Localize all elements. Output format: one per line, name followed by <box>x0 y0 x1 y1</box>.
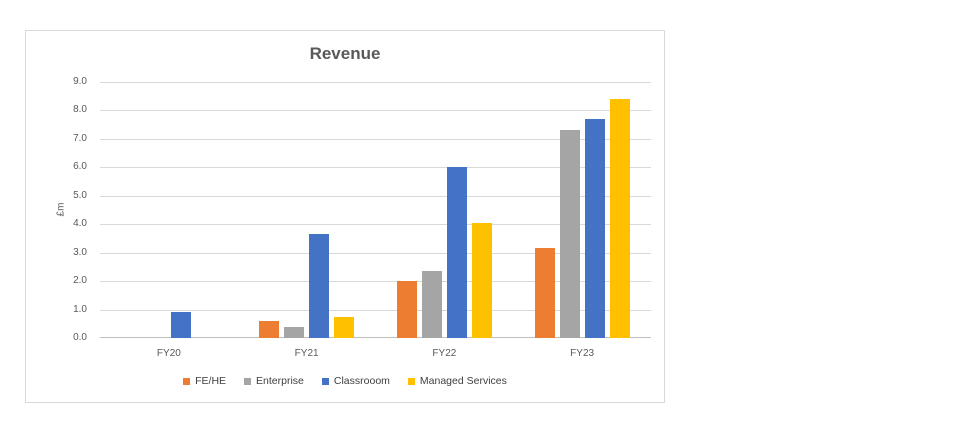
y-tick-label-6.0: 6.0 <box>73 161 87 173</box>
bar-FY22-enterprise <box>421 271 442 338</box>
legend-swatch-icon <box>244 377 252 385</box>
x-axis-line <box>100 337 651 338</box>
x-axis-label-FY20: FY20 <box>156 348 181 359</box>
revenue-chart: Revenue £m 0.0 1.0 2.0 3.0 4.0 5.0 6.0 7.0 8.0 9.… <box>25 30 665 403</box>
x-axis-label-FY22: FY22 <box>432 348 457 359</box>
legend-item-enterprise: Enterprise <box>244 375 304 387</box>
y-tick-label-7.0: 7.0 <box>73 132 87 144</box>
bar-FY23-classrooom <box>584 118 605 338</box>
gridline-1.0 <box>100 309 651 311</box>
legend-label: FE/HE <box>195 375 227 387</box>
gridline-2.0 <box>100 281 651 283</box>
x-axis-labels: FY20 FY21 FY22 FY23 <box>100 348 651 359</box>
bar-FY20-classrooom <box>171 312 192 338</box>
legend-swatch-icon <box>183 377 191 385</box>
bar-FY23-managed-services <box>609 99 630 338</box>
y-axis-title: £m <box>53 81 69 337</box>
y-tick-label-3.0: 3.0 <box>73 246 87 258</box>
bar-group-FY22 <box>376 82 514 338</box>
x-axis-label-FY21: FY21 <box>294 348 319 359</box>
bar-FY22-managed-services <box>471 222 492 338</box>
gridline-7.0 <box>100 138 651 140</box>
bar-FY21-classrooom <box>309 234 330 338</box>
y-axis-title-text: £m <box>55 202 67 216</box>
legend-item-classrooom: Classrooom <box>321 375 390 387</box>
legend-item-managed-services: Managed Services <box>407 375 507 387</box>
y-tick-label-4.0: 4.0 <box>73 218 87 230</box>
y-tick-label-9.0: 9.0 <box>73 76 87 87</box>
chart-title: Revenue <box>309 44 381 63</box>
y-tick-label-2.0: 2.0 <box>73 275 87 287</box>
bar-group-FY21 <box>238 82 376 338</box>
legend-swatch-icon <box>321 377 329 385</box>
bar-FY21-enterprise <box>284 326 305 338</box>
bar-FY21-managed-services <box>334 316 355 338</box>
legend-swatch-icon <box>407 377 415 385</box>
gridline-3.0 <box>100 252 651 254</box>
gridline-5.0 <box>100 195 651 197</box>
bar-FY23-fe-he <box>534 248 555 338</box>
gridline-9.0 <box>100 82 651 83</box>
legend-label: Classrooom <box>333 375 390 387</box>
bar-FY23-enterprise <box>559 130 580 338</box>
legend-item-fe-he: FE/HE <box>183 375 226 387</box>
bar-FY22-classrooom <box>446 167 467 338</box>
bar-group-FY20 <box>100 82 238 338</box>
x-axis-label-FY23: FY23 <box>570 348 595 359</box>
y-tick-label-1.0: 1.0 <box>73 303 87 315</box>
plot-area <box>100 82 651 338</box>
chart-legend: FE/HE Enterprise Classrooom Managed Service… <box>26 375 664 387</box>
bar-FY22-fe-he <box>396 281 417 338</box>
y-tick-label-5.0: 5.0 <box>73 189 87 201</box>
y-tick-label-8.0: 8.0 <box>73 104 87 116</box>
bar-series <box>100 82 651 338</box>
legend-label: Managed Services <box>419 375 507 387</box>
legend-label: Enterprise <box>256 375 304 387</box>
bar-group-FY23 <box>513 82 651 338</box>
gridline-8.0 <box>100 110 651 112</box>
gridline-4.0 <box>100 224 651 226</box>
bar-FY21-fe-he <box>259 320 280 338</box>
gridline-6.0 <box>100 167 651 169</box>
y-tick-label-0.0: 0.0 <box>73 332 87 343</box>
